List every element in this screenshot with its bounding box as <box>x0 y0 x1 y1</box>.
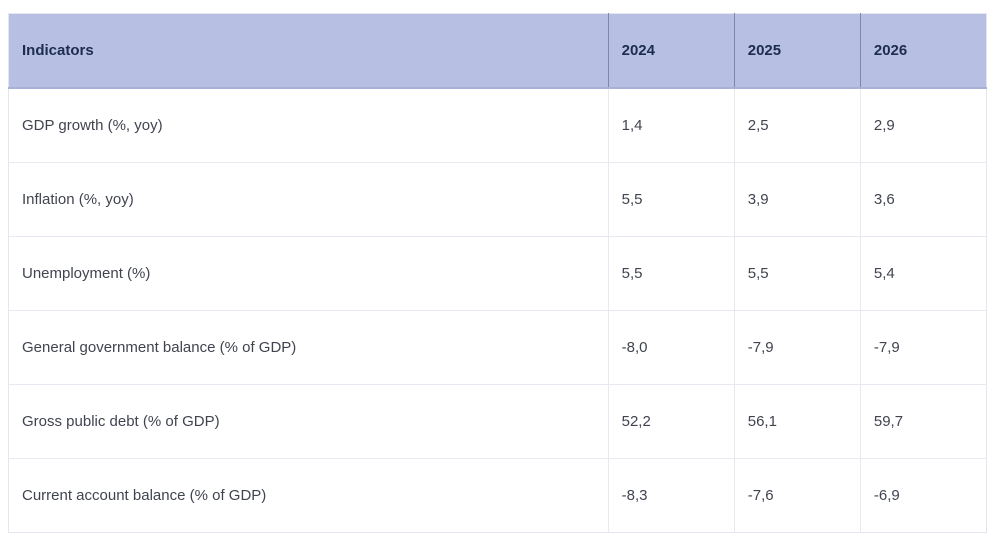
table-header-row: Indicators 2024 2025 2026 <box>8 13 987 89</box>
indicator-value: -7,9 <box>859 310 987 385</box>
indicator-value: 1,4 <box>607 88 735 163</box>
indicator-value: 5,5 <box>607 162 735 237</box>
indicator-value: 3,9 <box>733 162 861 237</box>
column-header-indicators: Indicators <box>8 13 609 89</box>
indicator-label: Gross public debt (% of GDP) <box>8 384 609 459</box>
table-row: GDP growth (%, yoy) 1,4 2,5 2,9 <box>8 88 987 163</box>
table-row: Unemployment (%) 5,5 5,5 5,4 <box>8 236 987 311</box>
indicator-value: 56,1 <box>733 384 861 459</box>
indicator-value: 5,5 <box>733 236 861 311</box>
indicator-value: -6,9 <box>859 458 987 533</box>
indicator-value: -7,9 <box>733 310 861 385</box>
indicator-value: 5,4 <box>859 236 987 311</box>
column-header-2026: 2026 <box>859 13 987 89</box>
indicator-label: Current account balance (% of GDP) <box>8 458 609 533</box>
indicator-value: 52,2 <box>607 384 735 459</box>
indicator-value: 3,6 <box>859 162 987 237</box>
table-row: Inflation (%, yoy) 5,5 3,9 3,6 <box>8 162 987 237</box>
indicator-label: Unemployment (%) <box>8 236 609 311</box>
indicator-label: GDP growth (%, yoy) <box>8 88 609 163</box>
indicator-label: General government balance (% of GDP) <box>8 310 609 385</box>
table-row: Current account balance (% of GDP) -8,3 -7… <box>8 458 987 533</box>
column-header-2025: 2025 <box>733 13 861 89</box>
column-header-2024: 2024 <box>607 13 735 89</box>
indicator-value: 59,7 <box>859 384 987 459</box>
indicator-value: 2,5 <box>733 88 861 163</box>
indicator-value: -7,6 <box>733 458 861 533</box>
indicator-value: -8,0 <box>607 310 735 385</box>
indicator-value: 5,5 <box>607 236 735 311</box>
indicators-table: Indicators 2024 2025 2026 GDP growth (%,… <box>8 13 987 533</box>
table-row: Gross public debt (% of GDP) 52,2 56,1 59,7 <box>8 384 987 459</box>
table-row: General government balance (% of GDP) -8,… <box>8 310 987 385</box>
indicator-value: 2,9 <box>859 88 987 163</box>
indicator-value: -8,3 <box>607 458 735 533</box>
indicator-label: Inflation (%, yoy) <box>8 162 609 237</box>
